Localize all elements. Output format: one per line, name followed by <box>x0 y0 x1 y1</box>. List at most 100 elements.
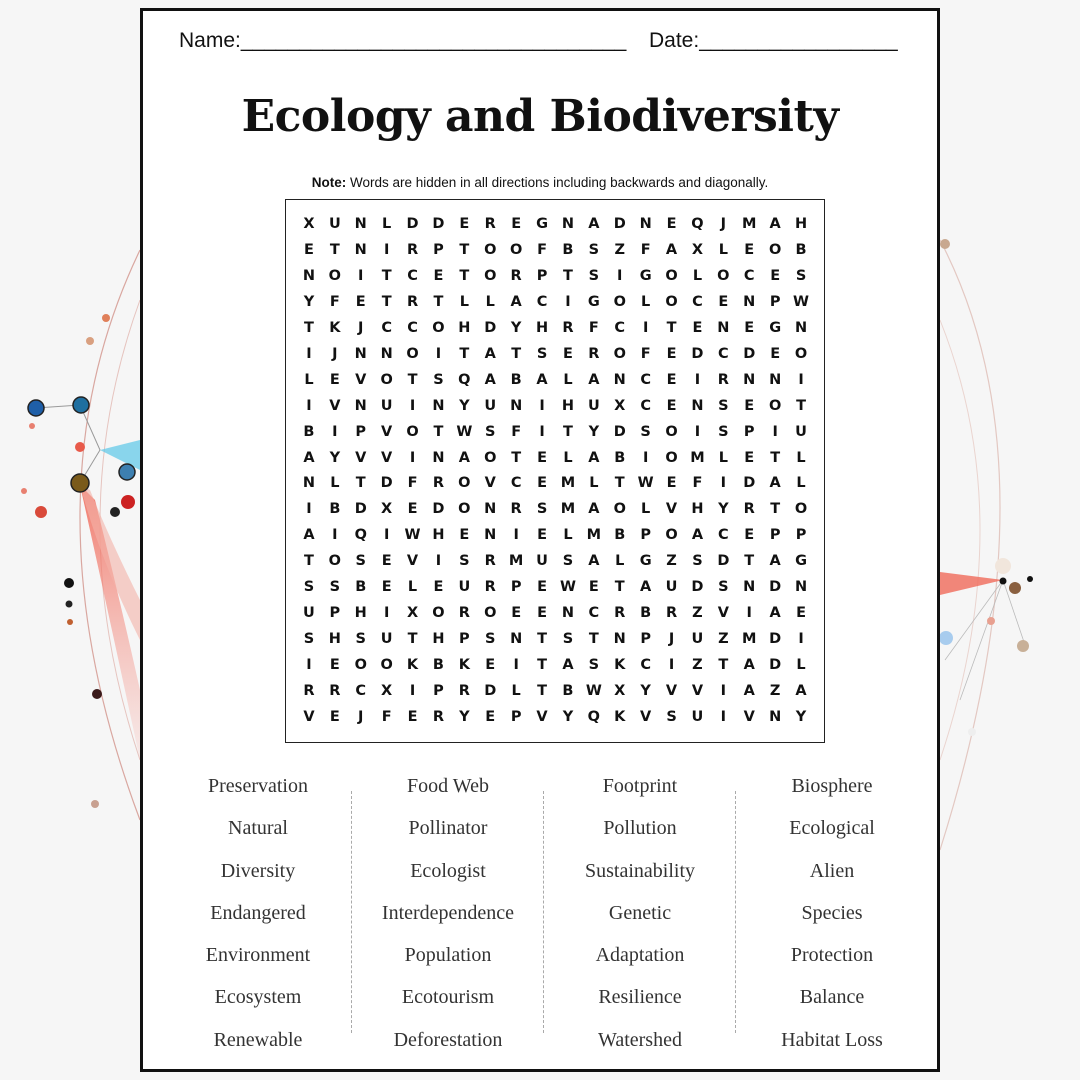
grid-letter: K <box>614 657 626 674</box>
grid-letter: S <box>303 631 315 648</box>
grid-letter: S <box>588 241 600 258</box>
grid-letter: H <box>432 527 445 544</box>
grid-letter: H <box>432 631 445 648</box>
grid-letter: I <box>539 397 545 414</box>
grid-letter: T <box>303 553 314 570</box>
grid-letter: I <box>539 423 545 440</box>
grid-letter: A <box>484 371 496 388</box>
grid-letter: E <box>537 579 547 596</box>
grid-letter: N <box>613 371 626 388</box>
grid-letter: P <box>329 605 341 622</box>
grid-letter: O <box>768 241 782 258</box>
grid-letter: P <box>510 709 522 726</box>
grid-letter: E <box>692 319 703 336</box>
grid-letter: U <box>484 397 497 414</box>
grid-letter: E <box>770 345 781 362</box>
grid-letter: A <box>588 215 600 232</box>
grid-letter: I <box>383 605 390 622</box>
grid-letter: E <box>744 527 755 544</box>
word-item: Genetic <box>608 901 672 924</box>
name-field[interactable]: Name:_________________________________ <box>179 29 627 52</box>
grid-letter: E <box>381 553 392 570</box>
grid-letter: F <box>511 423 522 440</box>
grid-letter: V <box>355 371 367 388</box>
grid-letter: E <box>329 709 340 726</box>
grid-letter: T <box>511 345 522 362</box>
grid-letter: A <box>795 683 807 700</box>
grid-letter: D <box>484 319 497 336</box>
grid-letter: P <box>433 241 444 258</box>
grid-letter: T <box>407 371 418 388</box>
grid-letter: E <box>303 241 314 258</box>
grid-letter: L <box>330 475 340 492</box>
grid-letter: I <box>435 345 442 362</box>
grid-letter: N <box>432 449 445 466</box>
grid-letter: D <box>613 215 626 232</box>
note-label: Note: <box>311 175 347 190</box>
grid-letter: C <box>718 527 729 544</box>
grid-letter: J <box>668 631 675 648</box>
grid-letter: Y <box>510 319 522 336</box>
grid-letter: H <box>794 215 808 232</box>
grid-letter: P <box>640 631 651 648</box>
grid-letter: B <box>355 579 367 596</box>
grid-letter: E <box>744 241 755 258</box>
grid-letter: T <box>303 319 314 336</box>
grid-letter: S <box>666 709 677 726</box>
grid-letter: L <box>485 293 495 310</box>
grid-letter: O <box>794 345 808 362</box>
date-field[interactable]: Date:_________________ <box>649 29 898 52</box>
grid-letter: E <box>537 449 547 466</box>
grid-letter: L <box>304 371 314 388</box>
grid-letter: Y <box>795 709 807 726</box>
grid-letter: R <box>432 475 445 492</box>
grid-letter: L <box>459 293 469 310</box>
grid-letter: O <box>406 423 419 440</box>
grid-letter: O <box>665 423 678 440</box>
grid-letter: E <box>666 371 677 388</box>
grid-letter: N <box>484 527 497 544</box>
grid-letter: M <box>560 501 576 518</box>
grid-letter: C <box>355 683 367 700</box>
grid-letter: N <box>743 371 756 388</box>
grid-letter: U <box>328 215 341 232</box>
grid-letter: J <box>332 345 338 362</box>
grid-letter: N <box>691 397 704 414</box>
grid-letter: L <box>796 449 806 466</box>
grid-letter: R <box>588 345 600 362</box>
grid-letter: I <box>720 475 727 492</box>
grid-letter: S <box>562 631 574 648</box>
grid-letter: A <box>588 449 600 466</box>
grid-letter: T <box>459 267 470 284</box>
grid-letter: N <box>510 397 523 414</box>
grid-letter: E <box>329 371 340 388</box>
grid-letter: A <box>743 657 755 674</box>
grid-letter: I <box>694 371 701 388</box>
grid-letter: Y <box>562 709 574 726</box>
grid-letter: V <box>329 397 341 414</box>
grid-letter: R <box>329 683 341 700</box>
grid-letter: N <box>743 293 756 310</box>
grid-letter: B <box>329 501 341 518</box>
grid-letter: L <box>692 267 703 284</box>
grid-letter: D <box>691 345 704 362</box>
grid-letter: M <box>742 631 757 648</box>
word-item: Resilience <box>598 986 682 1009</box>
grid-letter: V <box>381 423 393 440</box>
grid-letter: M <box>742 215 757 232</box>
grid-letter: O <box>328 267 341 284</box>
grid-letter: I <box>306 501 312 518</box>
grid-letter: A <box>458 449 470 466</box>
grid-letter: I <box>513 527 519 544</box>
grid-letter: T <box>562 267 573 284</box>
grid-letter: E <box>485 657 496 674</box>
grid-letter: E <box>796 605 806 622</box>
grid-letter: R <box>484 553 496 570</box>
grid-letter: L <box>382 215 392 232</box>
word-item: Habitat Loss <box>781 1028 883 1051</box>
grid-letter: Q <box>691 215 704 232</box>
grid-letter: O <box>613 501 626 518</box>
grid-letter: S <box>485 631 496 648</box>
grid-letter: U <box>665 579 678 596</box>
word-item: Interdependence <box>381 901 515 924</box>
